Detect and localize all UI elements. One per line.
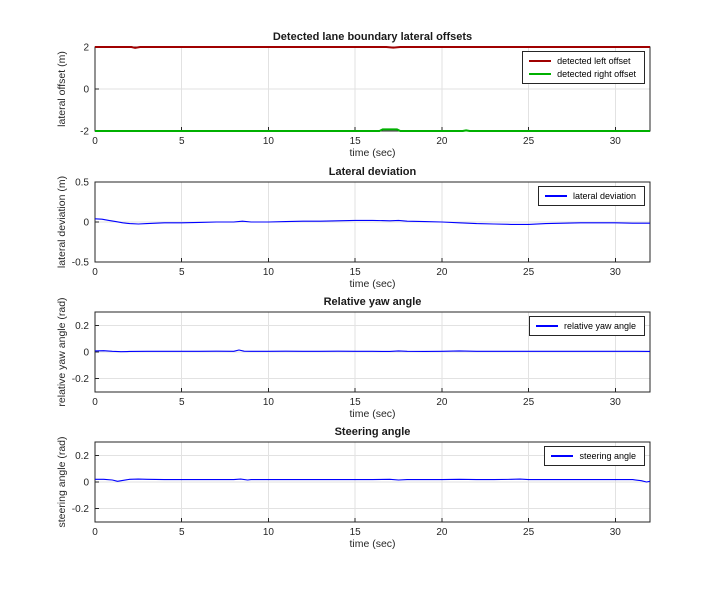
x-tick-label: 10	[263, 397, 275, 408]
x-tick-label: 25	[523, 397, 535, 408]
y-tick-label: -0.5	[72, 258, 90, 269]
chart-title: Steering angle	[334, 426, 411, 438]
x-tick-label: 20	[436, 527, 448, 538]
x-axis-label: time (sec)	[349, 538, 396, 550]
legend-line-sample	[529, 73, 552, 75]
x-tick-label: 0	[92, 397, 98, 408]
legend-item: detected left offset	[529, 56, 636, 66]
legend: detected left offset detected right offse…	[522, 51, 645, 84]
legend-label: detected left offset	[557, 56, 631, 66]
x-tick-label: 5	[179, 397, 185, 408]
x-tick-label: 0	[92, 136, 98, 147]
x-tick-label: 20	[436, 136, 448, 147]
chart-title: Relative yaw angle	[323, 296, 422, 308]
legend-line-sample	[535, 325, 558, 327]
x-tick-label: 30	[610, 136, 622, 147]
series-line	[95, 46, 650, 49]
y-tick-label: 2	[83, 43, 89, 54]
x-axis-label: time (sec)	[349, 147, 396, 159]
x-tick-label: 10	[263, 527, 275, 538]
y-tick-label: 0	[83, 478, 89, 489]
legend-label: relative yaw angle	[563, 321, 636, 331]
y-tick-label: 0	[83, 348, 89, 359]
x-tick-label: 30	[610, 267, 622, 278]
x-axis-label: time (sec)	[349, 278, 396, 290]
legend: lateral deviation	[537, 186, 645, 206]
legend: relative yaw angle	[528, 316, 645, 336]
legend-item: relative yaw angle	[535, 321, 636, 331]
legend-label: steering angle	[579, 451, 636, 461]
legend-item: lateral deviation	[544, 191, 636, 201]
legend-label: detected right offset	[557, 69, 636, 79]
y-tick-label: 0.5	[75, 178, 89, 189]
x-tick-label: 25	[523, 527, 535, 538]
y-tick-label: 0	[83, 218, 89, 229]
x-tick-label: 20	[436, 397, 448, 408]
legend-line-sample	[529, 60, 552, 62]
x-tick-label: 15	[350, 527, 362, 538]
y-tick-label: 0.2	[75, 321, 89, 332]
x-tick-label: 5	[179, 267, 185, 278]
legend-label: lateral deviation	[572, 191, 636, 201]
legend-item: steering angle	[551, 451, 636, 461]
x-tick-label: 15	[350, 267, 362, 278]
legend-line-sample	[544, 195, 567, 197]
plot-area: 0 5 10 15 20 25 30-0.500.5	[72, 178, 651, 278]
x-tick-label: 30	[610, 397, 622, 408]
legend: steering angle	[544, 446, 645, 466]
x-tick-label: 0	[92, 527, 98, 538]
chart-title: Lateral deviation	[328, 166, 417, 178]
chart-title: Detected lane boundary lateral offsets	[272, 31, 473, 43]
y-tick-label: 0.2	[75, 451, 89, 462]
x-tick-label: 20	[436, 267, 448, 278]
x-tick-label: 10	[263, 267, 275, 278]
x-tick-label: 15	[350, 136, 362, 147]
x-tick-label: 30	[610, 527, 622, 538]
x-tick-label: 0	[92, 267, 98, 278]
legend-item: detected right offset	[529, 69, 636, 79]
x-tick-label: 15	[350, 397, 362, 408]
x-tick-label: 5	[179, 136, 185, 147]
x-tick-label: 25	[523, 267, 535, 278]
x-tick-label: 25	[523, 136, 535, 147]
series-line	[94, 218, 650, 225]
x-tick-label: 5	[179, 527, 185, 538]
y-tick-label: -0.2	[72, 374, 90, 385]
legend-line-sample	[551, 455, 574, 457]
y-tick-label: -0.2	[72, 504, 90, 515]
series-line	[94, 349, 651, 353]
series-line	[95, 478, 651, 483]
x-axis-label: time (sec)	[349, 408, 396, 420]
y-tick-label: -2	[80, 127, 89, 138]
y-tick-label: 0	[83, 85, 89, 96]
x-tick-label: 10	[263, 136, 275, 147]
series-line	[95, 128, 650, 132]
